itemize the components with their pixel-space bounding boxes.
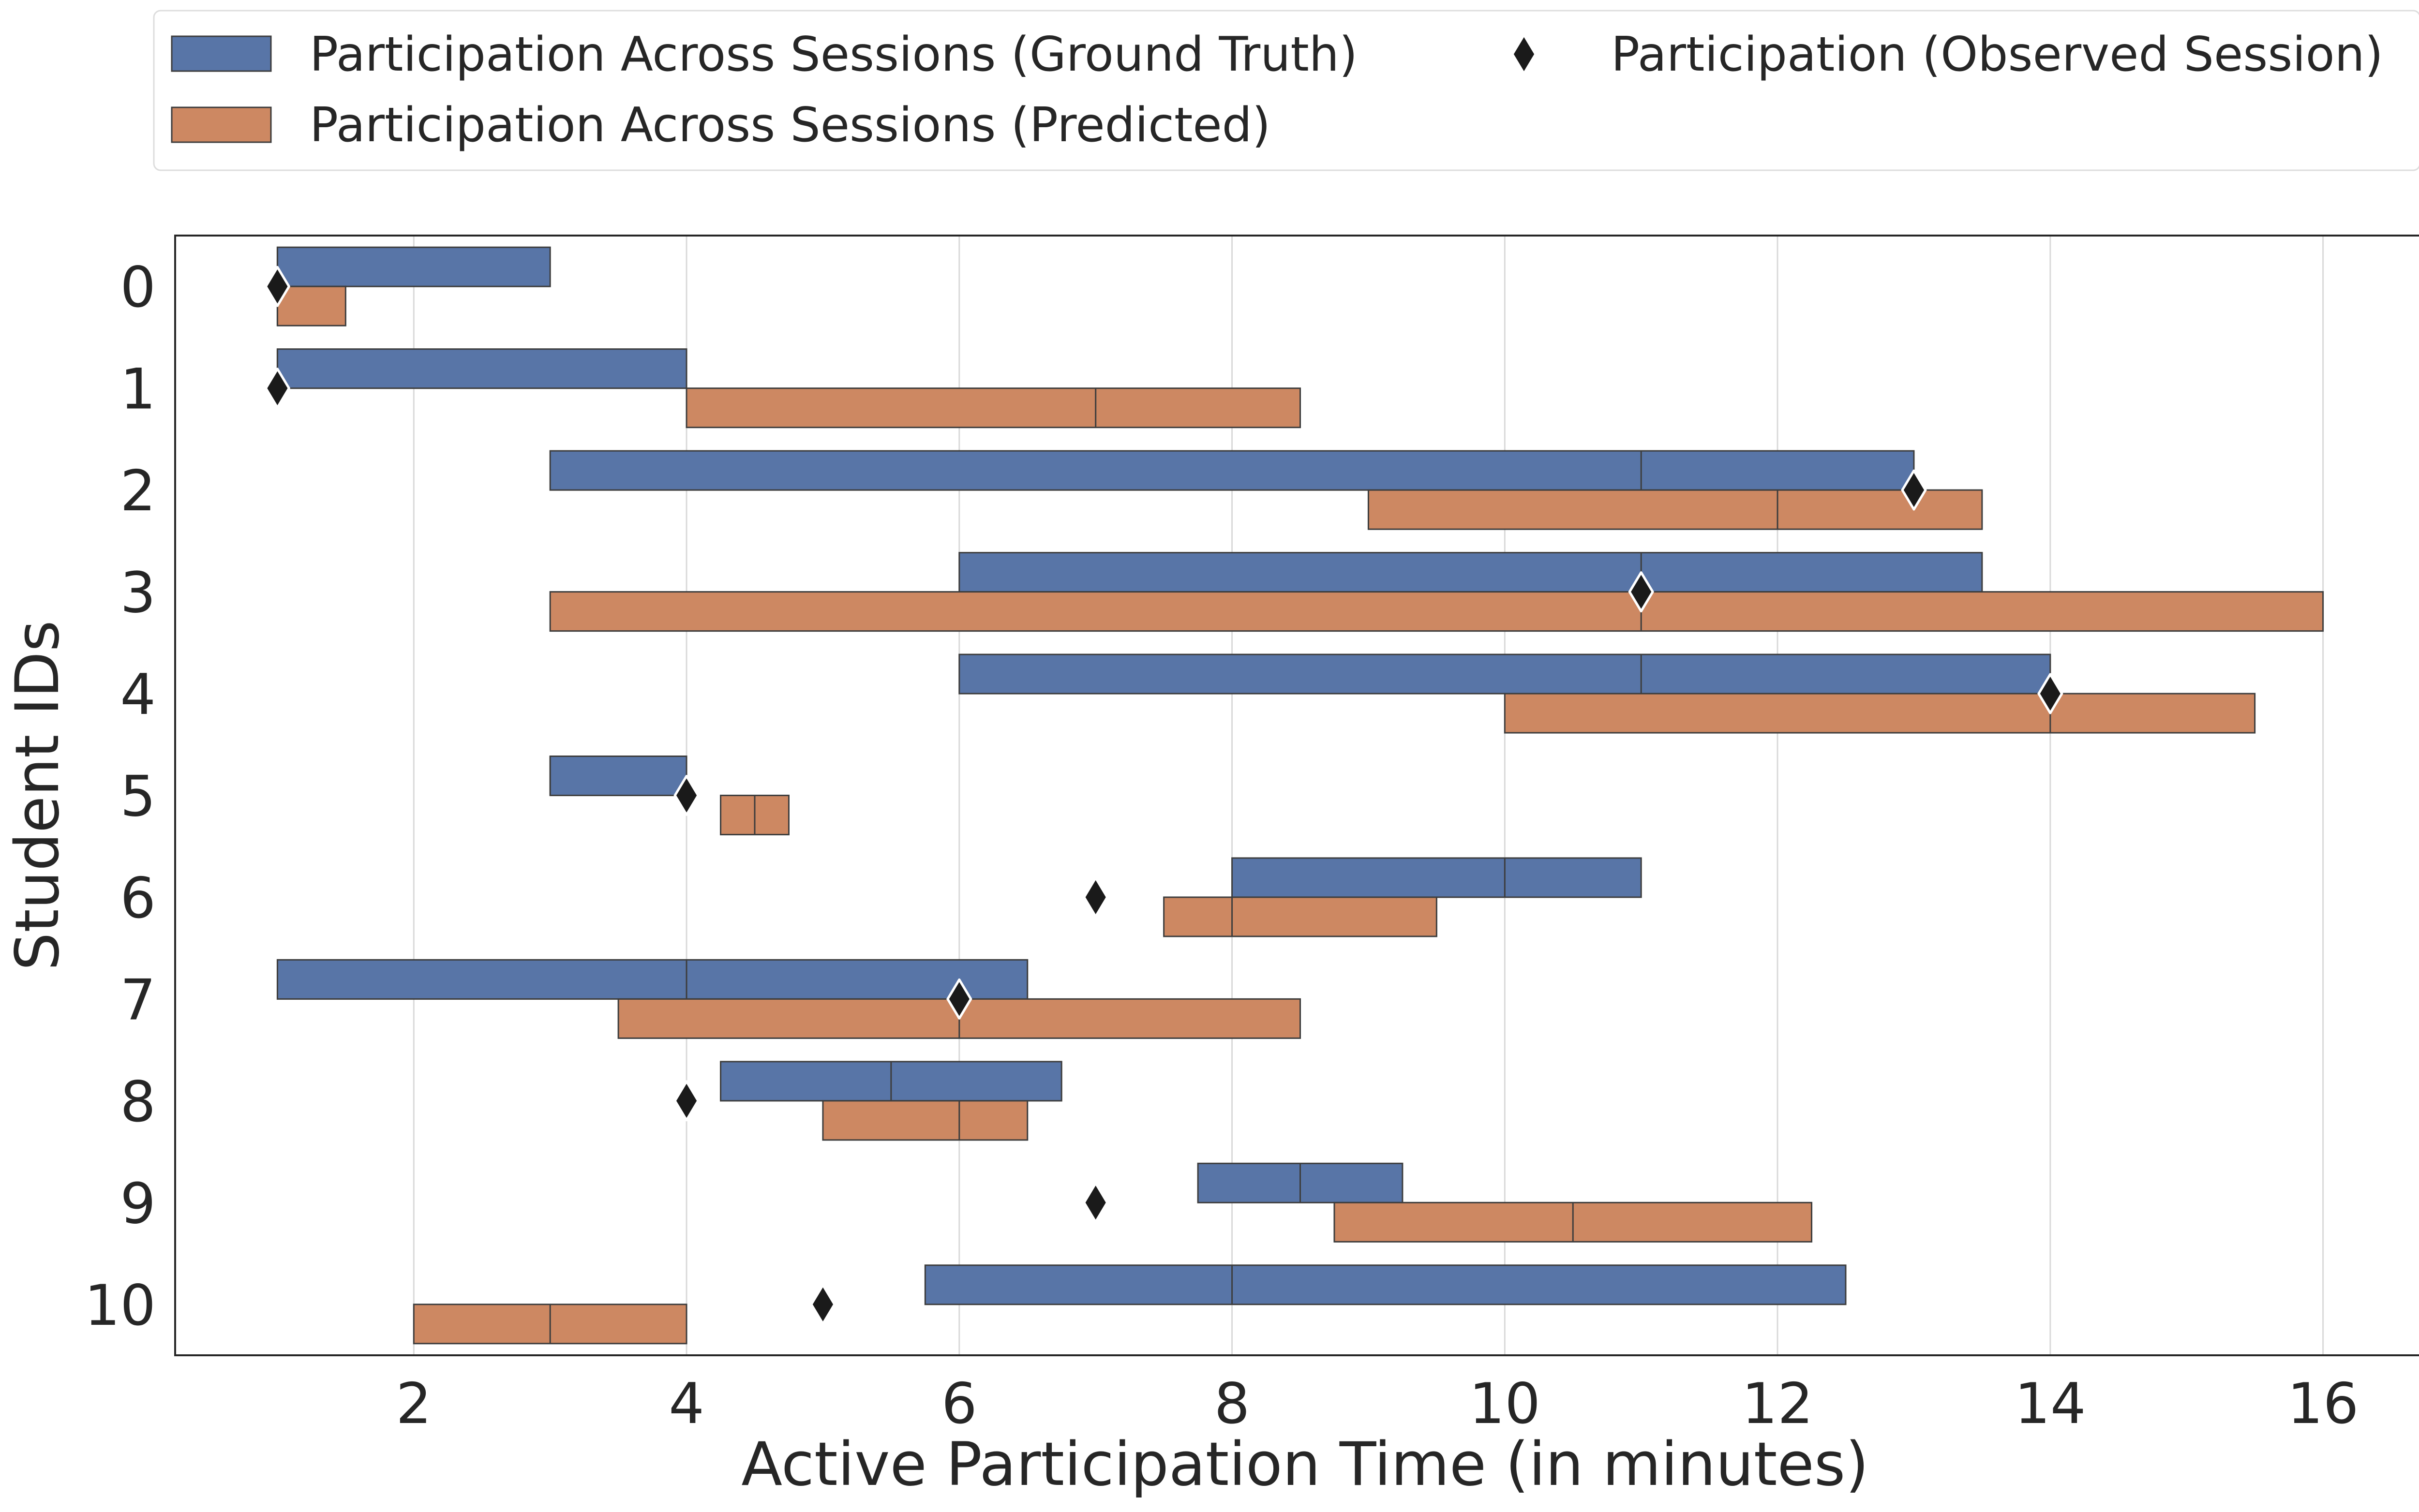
- y-tick-label: 5: [120, 764, 156, 830]
- x-tick-label: 12: [1742, 1371, 1813, 1437]
- legend-label-ground-truth: Participation Across Sessions (Ground Tr…: [310, 27, 1358, 82]
- y-tick-label: 7: [120, 967, 156, 1033]
- x-tick-label: 2: [396, 1371, 432, 1437]
- ground-truth-box: [549, 450, 1915, 491]
- x-axis-label: Active Participation Time (in minutes): [741, 1430, 1869, 1499]
- predicted-box: [1504, 693, 2256, 734]
- observed-marker: [946, 978, 972, 1020]
- predicted-box: [686, 387, 1301, 429]
- observed-marker: [673, 1080, 700, 1122]
- observed-marker: [810, 1284, 836, 1325]
- ground-truth-box: [276, 959, 1029, 1000]
- ground-truth-box: [958, 552, 1983, 593]
- legend-label-predicted: Participation Across Sessions (Predicted…: [310, 98, 1270, 153]
- legend-label-observed: Participation (Observed Session): [1611, 27, 2383, 82]
- y-axis-label: Student IDs: [3, 620, 73, 970]
- y-tick-label: 2: [120, 459, 156, 524]
- ground-truth-box: [924, 1264, 1847, 1305]
- observed-marker: [264, 266, 290, 307]
- legend-frame: [153, 10, 2419, 171]
- x-tick-label: 4: [669, 1371, 704, 1437]
- ground-truth-box: [276, 246, 551, 287]
- y-tick-label: 8: [120, 1069, 156, 1135]
- predicted-box: [1367, 489, 1983, 530]
- predicted-box: [822, 1100, 1029, 1141]
- ground-truth-box: [276, 348, 687, 389]
- predicted-box: [1163, 896, 1437, 937]
- predicted-box: [276, 285, 346, 326]
- observed-marker: [1083, 876, 1109, 918]
- legend-swatch-predicted: [171, 106, 272, 143]
- x-tick-label: 8: [1214, 1371, 1250, 1437]
- plot-markers: [264, 266, 2063, 1325]
- x-tick-label: 14: [2015, 1371, 2086, 1437]
- x-tick-label: 6: [941, 1371, 977, 1437]
- legend-marker-observed: [1511, 33, 1537, 75]
- ground-truth-box: [1231, 857, 1642, 898]
- y-tick-label: 9: [120, 1171, 156, 1236]
- ground-truth-box: [958, 653, 2051, 695]
- legend: Participation Across Sessions (Ground Tr…: [153, 10, 2419, 171]
- observed-marker: [264, 368, 290, 409]
- observed-marker: [1628, 571, 1654, 613]
- y-tick-label: 10: [84, 1273, 156, 1338]
- y-tick-label: 0: [120, 255, 156, 320]
- observed-marker: [1083, 1182, 1109, 1223]
- y-tick-label: 3: [120, 561, 156, 626]
- legend-swatch-ground-truth: [171, 35, 272, 72]
- x-tick-label: 10: [1469, 1371, 1541, 1437]
- ground-truth-box: [549, 756, 687, 796]
- plot-frame: [174, 235, 2419, 1356]
- x-tick-label: 16: [2287, 1371, 2359, 1437]
- observed-marker: [673, 775, 700, 816]
- plot-boxes: [276, 246, 2324, 1345]
- y-tick-label: 6: [120, 866, 156, 931]
- predicted-box: [549, 591, 2324, 632]
- y-tick-label: 1: [120, 357, 156, 422]
- observed-marker: [2037, 673, 2063, 714]
- y-tick-label: 4: [120, 662, 156, 727]
- observed-marker: [1901, 469, 1927, 511]
